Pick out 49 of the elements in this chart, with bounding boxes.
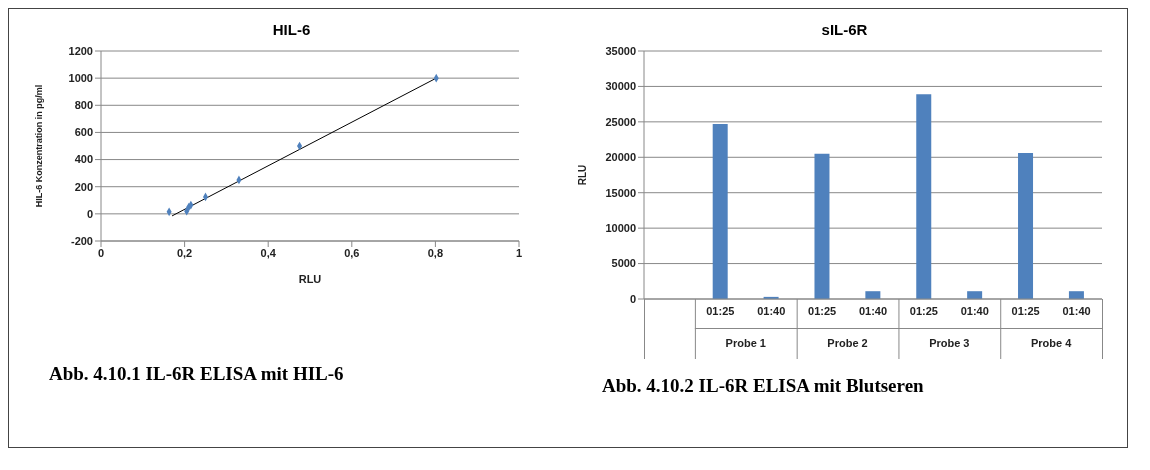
text: Probe 4: [1029, 337, 1073, 349]
text: Probe 3: [928, 337, 971, 349]
y-tick-label: 1200: [68, 44, 93, 57]
x-tick-label: 01:25: [1011, 304, 1040, 317]
bar: [1068, 291, 1084, 299]
chart-title: sIL-6R: [820, 21, 869, 40]
y-axis-title: RLU: [576, 164, 588, 186]
x-axis-title: RLU: [298, 273, 322, 285]
y-tick-label: 0: [629, 292, 636, 305]
y-tick-label: 5000: [611, 257, 636, 270]
y-tick-label: 25000: [605, 115, 636, 128]
y-tick-label: 15000: [605, 186, 636, 199]
bar: [916, 94, 932, 299]
y-tick-label: 1000: [68, 72, 93, 85]
x-tick-label: 0,6: [344, 246, 360, 259]
y-tick-label: 0: [86, 207, 93, 220]
x-tick-label: 01:40: [1062, 304, 1091, 317]
x-tick-label: 0,4: [260, 246, 277, 259]
x-tick-label: 0,8: [427, 246, 444, 259]
y-tick-label: 800: [74, 99, 93, 112]
x-tick-label: 0,2: [176, 246, 193, 259]
y-tick-label: 600: [74, 126, 93, 139]
caption: Abb. 4.10.2 IL-6R ELISA mit Blutseren: [601, 375, 925, 397]
y-tick-label: 30000: [605, 80, 636, 93]
x-tick-label: 01:40: [960, 304, 989, 317]
bar: [1018, 153, 1034, 299]
y-tick-label: -200: [70, 234, 93, 247]
bar: [967, 291, 983, 299]
y-axis-title: HIL-6 Konzentration in pg/ml: [34, 84, 45, 208]
y-tick-label: 20000: [605, 151, 636, 164]
y-tick-label: 200: [74, 180, 93, 193]
x-tick-label: 1: [515, 246, 523, 259]
bar: [712, 123, 728, 299]
point: [202, 192, 209, 202]
text: Probe 1: [724, 337, 767, 349]
y-tick-label: 400: [74, 153, 93, 166]
x-tick-label: 01:25: [808, 304, 837, 317]
caption: Abb. 4.10.1 IL-6R ELISA mit HIL-6: [48, 363, 345, 385]
x-tick-label: 01:25: [909, 304, 938, 317]
bar: [865, 291, 881, 299]
y-tick-label: 35000: [605, 44, 636, 57]
x-tick-label: 01:40: [757, 304, 786, 317]
x-tick-label: 0: [97, 246, 105, 259]
bar: [814, 153, 830, 299]
text: Probe 2: [826, 337, 869, 349]
chart-title: HIL-6: [271, 21, 312, 40]
x-tick-label: 01:25: [706, 304, 735, 317]
x-tick-label: 01:40: [858, 304, 888, 317]
y-tick-label: 10000: [605, 222, 636, 235]
